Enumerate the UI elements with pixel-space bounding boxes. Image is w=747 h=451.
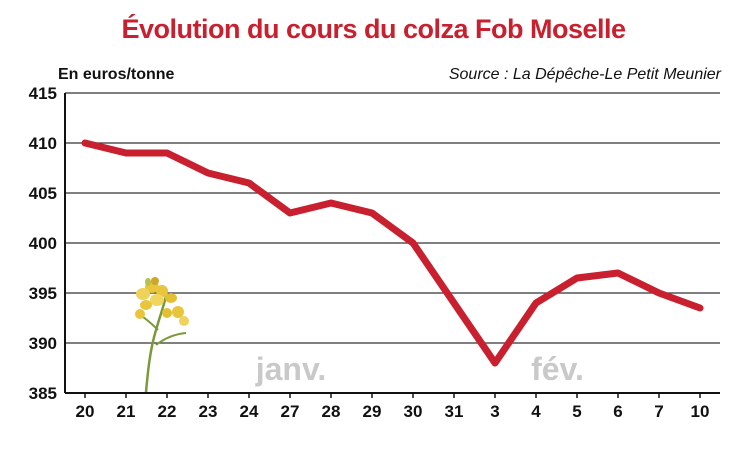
axes <box>64 93 720 394</box>
price-series <box>81 139 704 367</box>
x-tick-label: 30 <box>404 402 423 421</box>
x-tick-label: 3 <box>490 402 499 421</box>
y-tick-labels: 385 390 395 400 405 410 415 <box>29 84 57 403</box>
x-tick-labels: 20 21 22 23 24 27 28 29 30 31 3 4 5 6 7 10 <box>76 393 710 421</box>
y-tick-label: 395 <box>29 284 57 303</box>
y-tick-label: 410 <box>29 134 57 153</box>
x-tick-label: 27 <box>281 402 300 421</box>
x-tick-label: 22 <box>158 402 177 421</box>
x-tick-label: 7 <box>654 402 663 421</box>
x-tick-label: 4 <box>531 402 541 421</box>
y-axis-unit-label: En euros/tonne <box>58 66 175 83</box>
x-tick-label: 6 <box>613 402 622 421</box>
series-line <box>81 139 704 367</box>
chart-title: Évolution du cours du colza Fob Moselle <box>121 14 626 44</box>
y-tick-label: 400 <box>29 234 57 253</box>
x-tick-label: 20 <box>76 402 95 421</box>
x-tick-label: 10 <box>691 402 710 421</box>
month-label: janv. <box>255 351 327 387</box>
x-tick-label: 29 <box>363 402 382 421</box>
month-labels: janv. fév. <box>255 351 584 387</box>
x-tick-label: 5 <box>572 402 581 421</box>
x-tick-label: 24 <box>240 402 259 421</box>
y-tick-label: 385 <box>29 384 57 403</box>
source-label: Source : La Dépêche-Le Petit Meunier <box>448 66 721 83</box>
rapeseed-flower-icon <box>135 277 189 393</box>
y-tick-label: 415 <box>29 84 57 103</box>
x-tick-label: 23 <box>199 402 218 421</box>
y-tick-label: 405 <box>29 184 57 203</box>
month-label: fév. <box>531 351 584 387</box>
x-tick-label: 28 <box>322 402 341 421</box>
x-tick-label: 31 <box>445 402 464 421</box>
y-tick-label: 390 <box>29 334 57 353</box>
x-tick-label: 21 <box>117 402 136 421</box>
grid-lines <box>65 92 720 344</box>
